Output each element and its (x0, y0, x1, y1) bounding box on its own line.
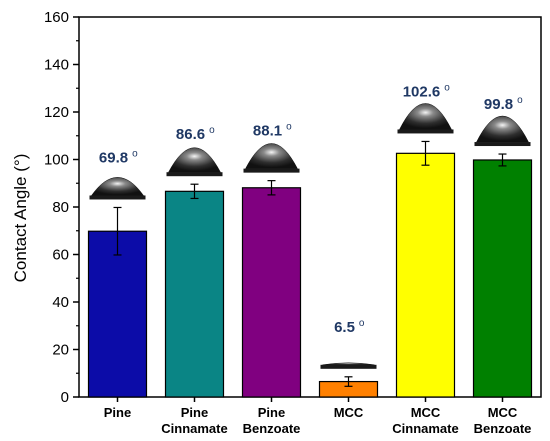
bar-value-label: 99.8 (484, 96, 513, 113)
x-category-label: MCC (488, 405, 518, 420)
x-category-label: Benzoate (474, 421, 532, 436)
y-tick-label: 100 (44, 152, 69, 169)
bar-value-label: 102.6 (403, 83, 441, 100)
degree-symbol: o (359, 318, 365, 329)
x-category-label: MCC (411, 405, 441, 420)
water-droplet-image (322, 362, 375, 366)
droplet-substrate (320, 364, 377, 369)
degree-symbol: o (517, 95, 523, 106)
bar-6 (472, 159, 533, 398)
y-tick-label: 160 (44, 9, 69, 26)
bar-value-label: 88.1 (253, 123, 282, 140)
x-category-label: MCC (334, 405, 364, 420)
droplet-substrate (166, 172, 223, 177)
degree-symbol: o (286, 122, 292, 133)
x-category-label: Pine (181, 405, 208, 420)
y-tick-label: 20 (52, 342, 69, 359)
y-tick-label: 60 (52, 247, 69, 264)
droplet-substrate (397, 129, 454, 134)
droplet-substrate (243, 168, 300, 173)
y-tick-label: 0 (61, 389, 69, 406)
plot-frame (78, 16, 542, 398)
water-droplet-image (245, 143, 298, 169)
water-droplet-image (399, 103, 452, 130)
water-droplet-image (168, 147, 221, 173)
bar-5 (395, 152, 456, 398)
bar-1 (87, 230, 148, 398)
y-axis-title: Contact Angle (°) (11, 154, 30, 283)
y-tick-label: 140 (44, 57, 69, 74)
degree-symbol: o (444, 82, 450, 93)
bar-3 (241, 187, 302, 398)
x-category-label: Pine (258, 405, 285, 420)
x-category-label: Cinnamate (392, 421, 458, 436)
bar-value-label: 86.6 (176, 126, 205, 143)
water-droplet-image (476, 115, 529, 143)
droplet-substrate (89, 195, 146, 200)
y-tick-label: 40 (52, 294, 69, 311)
bar-value-label: 69.8 (99, 149, 128, 166)
degree-symbol: o (209, 125, 215, 136)
bar-2 (164, 190, 225, 398)
x-category-label: Benzoate (243, 421, 301, 436)
y-tick-label: 80 (52, 199, 69, 216)
degree-symbol: o (132, 148, 138, 159)
y-tick-label: 120 (44, 104, 69, 121)
water-droplet-image (91, 177, 144, 196)
bar-value-label: 6.5 (334, 319, 355, 336)
x-category-label: Pine (104, 405, 131, 420)
droplet-substrate (474, 142, 531, 147)
x-category-label: Cinnamate (161, 421, 227, 436)
